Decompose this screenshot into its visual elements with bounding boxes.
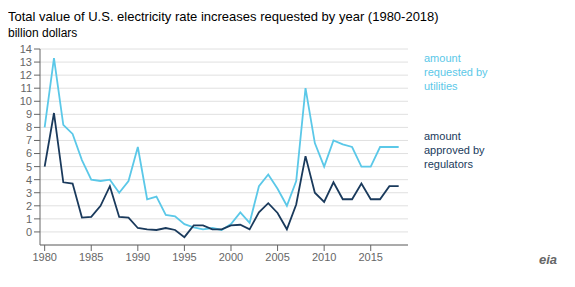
html-text:amount approved by regulators: amount approved by regulators bbox=[424, 130, 485, 170]
svg-text:13: 13 bbox=[20, 56, 32, 68]
svg-text:12: 12 bbox=[20, 69, 32, 81]
svg-text:1990: 1990 bbox=[126, 251, 150, 263]
svg-text:2000: 2000 bbox=[219, 251, 243, 263]
html-text:amount requested by utilities: amount requested by utilities bbox=[424, 52, 488, 92]
svg-text:6: 6 bbox=[26, 147, 32, 159]
svg-text:5: 5 bbox=[26, 161, 32, 173]
svg-text:2: 2 bbox=[26, 200, 32, 212]
html-text:Total value of U.S. electricit: Total value of U.S. electricity rate inc… bbox=[8, 9, 439, 24]
svg-text:10: 10 bbox=[20, 95, 32, 107]
svg-text:14: 14 bbox=[20, 43, 32, 55]
html-text:eia: eia bbox=[538, 252, 557, 267]
svg-text:1985: 1985 bbox=[79, 251, 103, 263]
html-text:billion dollars: billion dollars bbox=[8, 26, 78, 40]
svg-text:2010: 2010 bbox=[312, 251, 336, 263]
svg-text:2005: 2005 bbox=[265, 251, 289, 263]
svg-text:4: 4 bbox=[26, 174, 32, 186]
svg-text:1995: 1995 bbox=[172, 251, 196, 263]
svg-text:8: 8 bbox=[26, 121, 32, 133]
svg-text:0: 0 bbox=[26, 226, 32, 238]
svg-text:11: 11 bbox=[21, 82, 32, 94]
svg-text:2015: 2015 bbox=[358, 251, 382, 263]
svg-text:7: 7 bbox=[26, 134, 32, 146]
svg-text:3: 3 bbox=[26, 187, 32, 199]
svg-text:9: 9 bbox=[26, 108, 32, 120]
svg-text:1980: 1980 bbox=[32, 251, 56, 263]
svg-text:1: 1 bbox=[26, 213, 32, 225]
